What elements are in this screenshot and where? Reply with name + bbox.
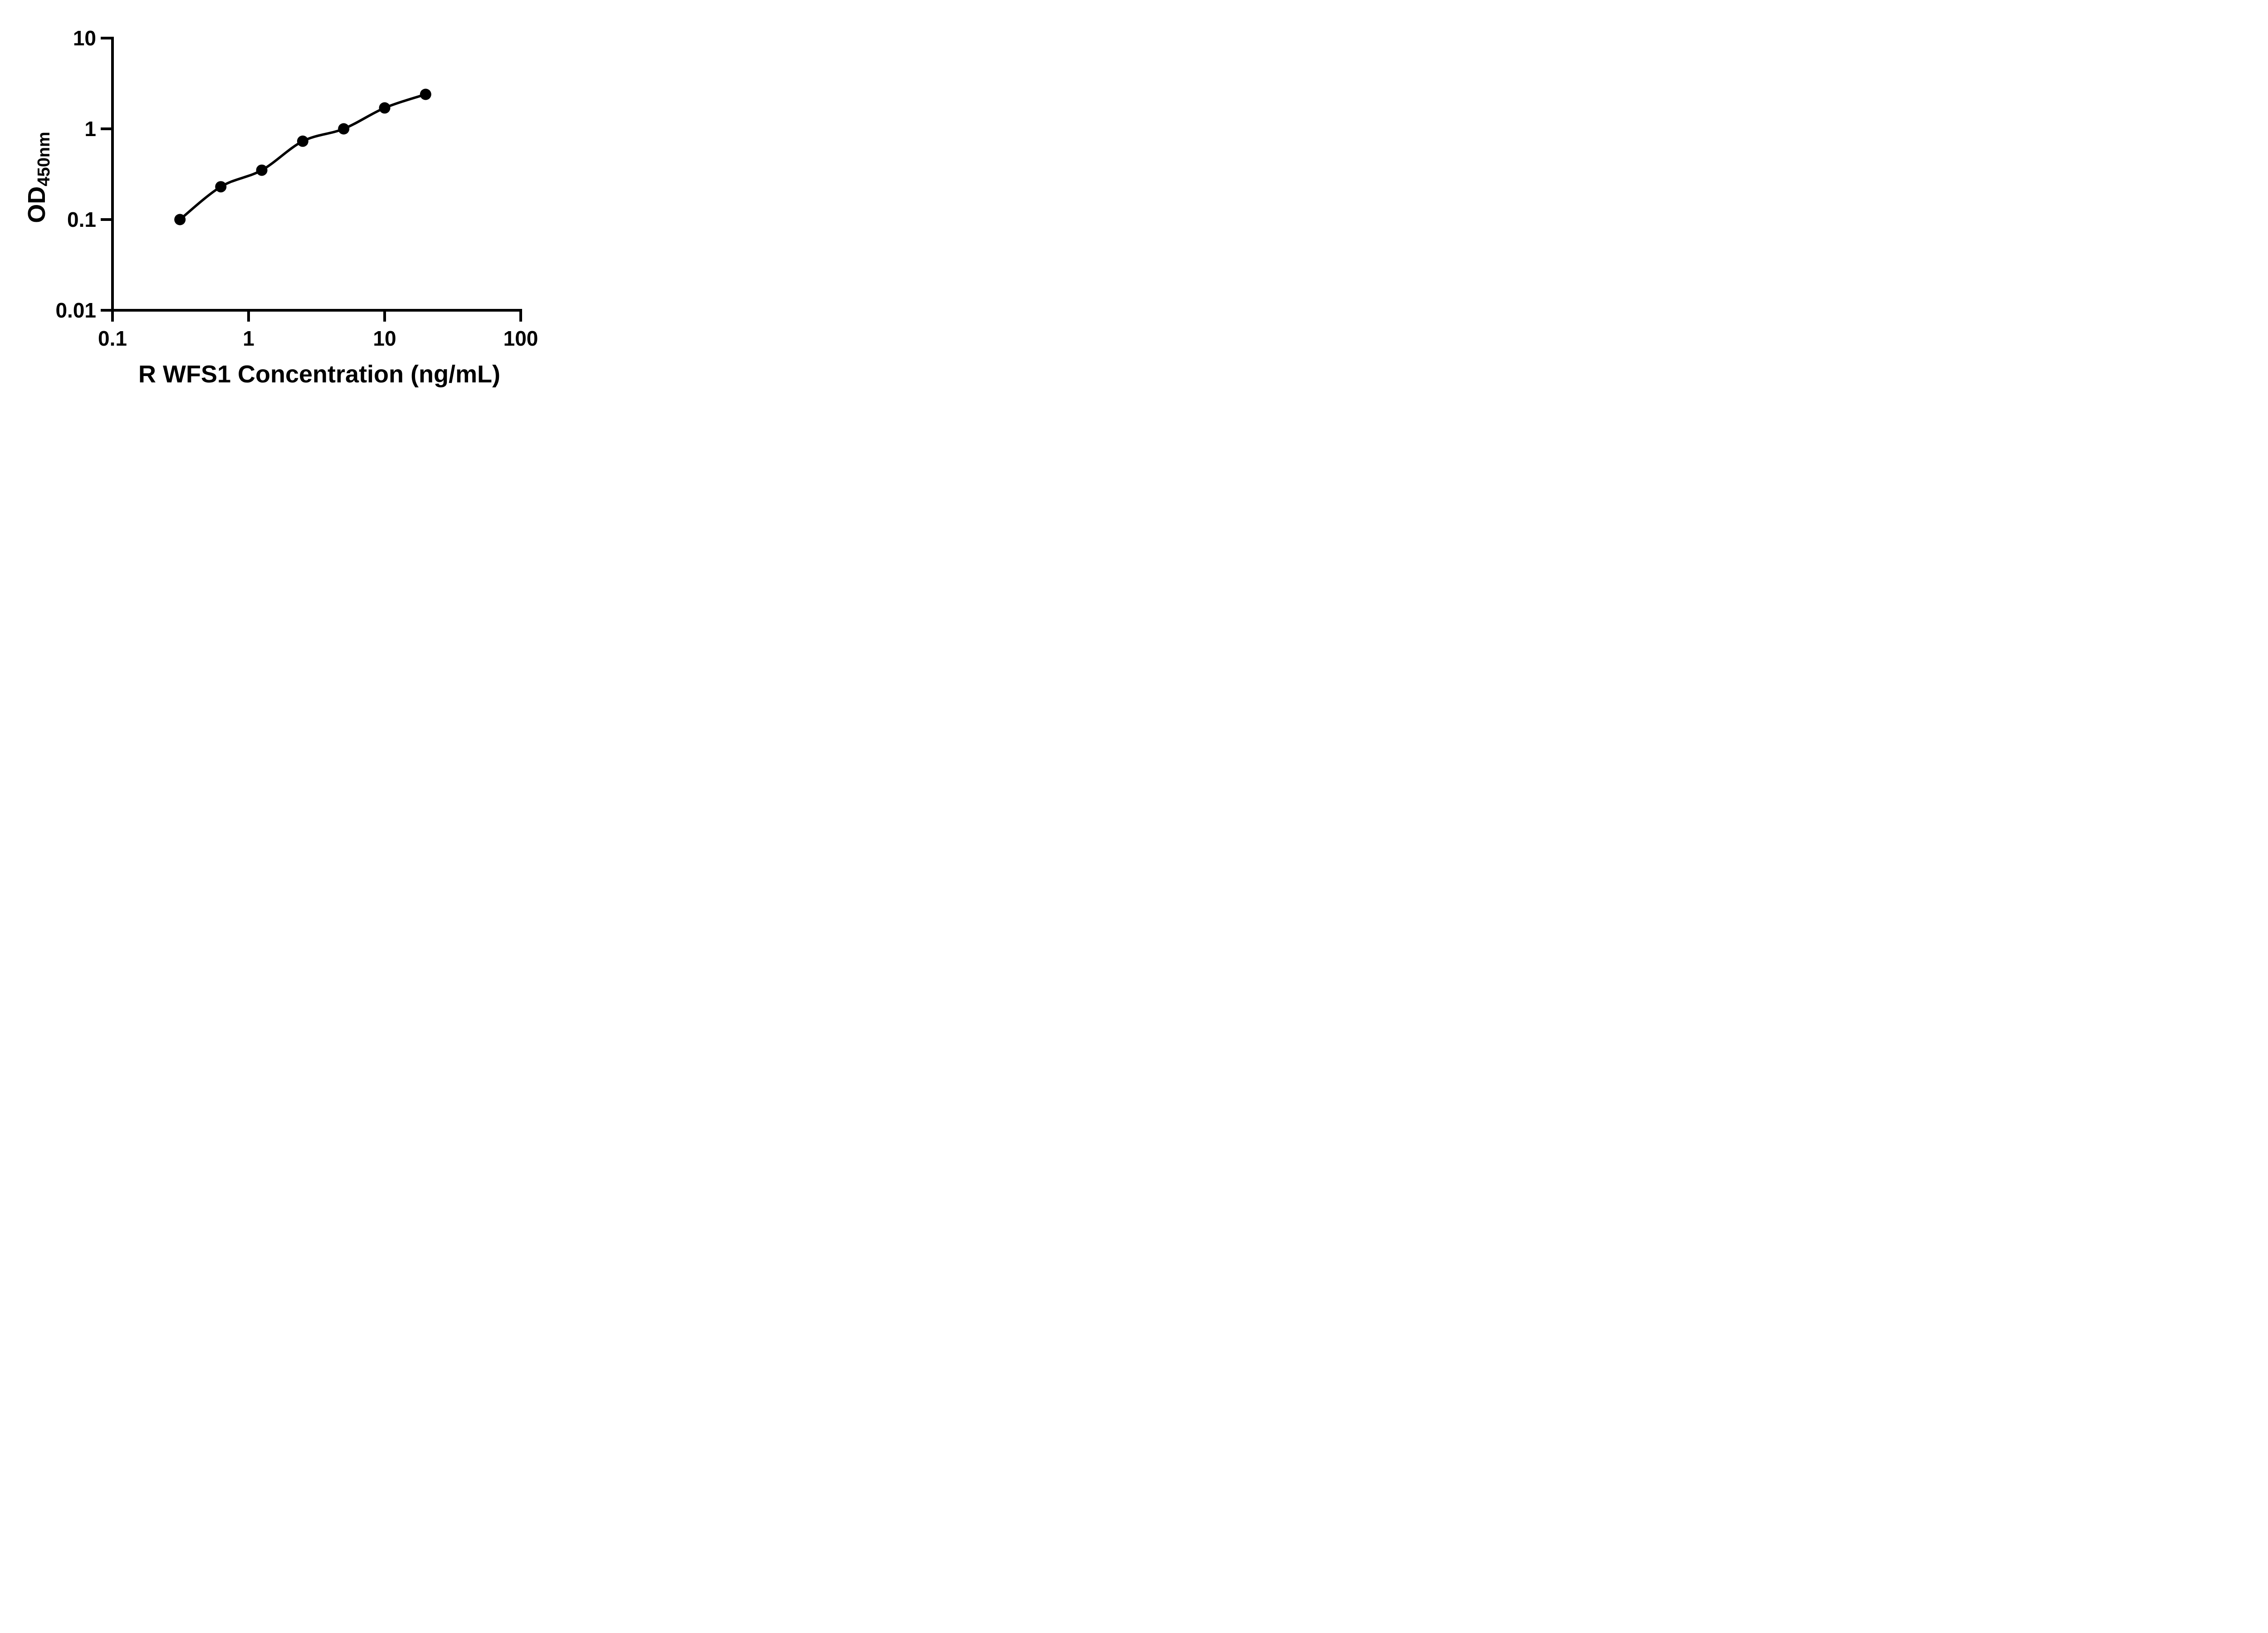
data-point-2.5ng-ml xyxy=(297,135,308,147)
x-tick-label-100: 100 xyxy=(503,327,538,350)
x-tick-label-1: 1 xyxy=(243,327,254,350)
data-point-0.625ng-ml xyxy=(215,181,227,193)
y-axis-title-subscript: 450nm xyxy=(34,132,54,186)
y-tick-label-10: 10 xyxy=(73,26,96,50)
data-point-5ng-ml xyxy=(338,123,350,135)
y-tick-label-0.01: 0.01 xyxy=(55,298,96,322)
y-tick-label-1: 1 xyxy=(84,117,96,141)
y-axis-title-main: OD xyxy=(23,186,50,223)
x-axis-title: R WFS1 Concentration (ng/mL) xyxy=(138,361,500,388)
x-tick-label-0.1: 0.1 xyxy=(98,327,127,350)
elisa-standard-curve-figure: 0.01 0.1 1 10 0.1 1 10 100 R WFS1 Concentration… xyxy=(0,0,583,408)
y-axis-title: OD450nm xyxy=(23,132,54,223)
data-point-1.25ng-ml xyxy=(256,164,268,176)
data-point-20ng-ml xyxy=(420,88,431,100)
standard-curve-fit-line xyxy=(178,93,427,221)
data-point-10ng-ml xyxy=(379,102,391,114)
y-tick-label-0.1: 0.1 xyxy=(67,208,96,231)
x-tick-label-10: 10 xyxy=(373,327,396,350)
data-point-0.313ng-ml xyxy=(174,214,186,225)
